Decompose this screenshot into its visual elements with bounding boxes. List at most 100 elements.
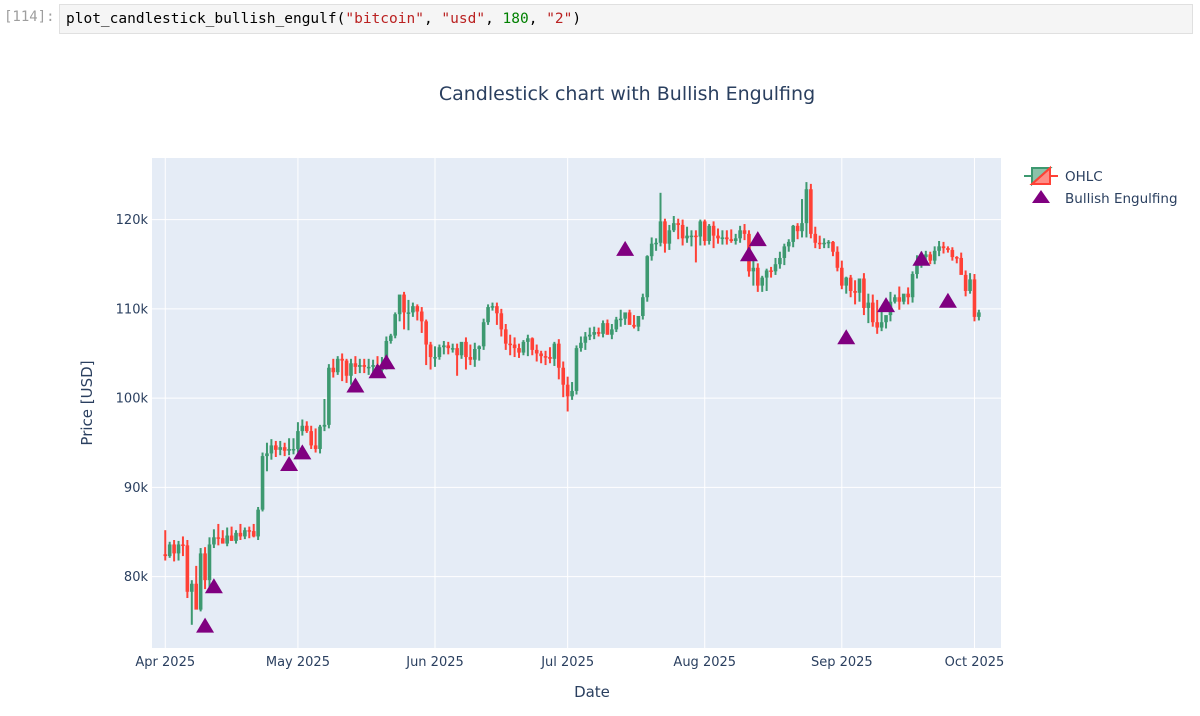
candle[interactable] <box>977 309 981 321</box>
candle[interactable] <box>910 271 915 303</box>
candle[interactable] <box>641 293 645 320</box>
candle[interactable] <box>256 506 260 541</box>
candle[interactable] <box>769 266 773 278</box>
candle[interactable] <box>698 219 703 246</box>
candle[interactable] <box>194 565 199 610</box>
candle[interactable] <box>388 333 393 344</box>
candle[interactable] <box>362 358 367 374</box>
candle[interactable] <box>596 327 601 337</box>
candle[interactable] <box>397 294 402 322</box>
candle[interactable] <box>265 442 269 472</box>
candlestick-chart[interactable]: Candlestick chart with Bullish Engulfing… <box>0 40 1200 716</box>
candle[interactable] <box>251 523 256 538</box>
candle[interactable] <box>786 239 791 252</box>
candle[interactable] <box>901 293 906 305</box>
candle[interactable] <box>773 257 778 275</box>
triangle-up-icon[interactable] <box>938 292 957 308</box>
candle[interactable] <box>260 452 265 512</box>
ohlc-series[interactable] <box>163 182 981 625</box>
candle[interactable] <box>782 243 787 266</box>
candle[interactable] <box>220 530 225 544</box>
triangle-up-icon[interactable] <box>912 250 931 266</box>
candle[interactable] <box>764 268 769 291</box>
candle[interactable] <box>517 343 521 358</box>
candle[interactable] <box>570 382 574 400</box>
candle[interactable] <box>163 530 168 561</box>
triangle-up-icon[interactable] <box>877 297 896 313</box>
candle[interactable] <box>503 324 508 350</box>
candle[interactable] <box>189 580 194 625</box>
candle[interactable] <box>795 223 800 240</box>
candle[interactable] <box>349 358 353 385</box>
candle[interactable] <box>415 304 420 321</box>
triangle-up-icon[interactable] <box>204 578 223 594</box>
candle[interactable] <box>234 530 238 544</box>
candle[interactable] <box>185 540 190 599</box>
candle[interactable] <box>857 278 862 302</box>
candle[interactable] <box>906 287 910 305</box>
candle[interactable] <box>654 238 658 251</box>
candle[interactable] <box>353 356 358 374</box>
candle[interactable] <box>658 192 663 247</box>
candle[interactable] <box>963 270 968 297</box>
candle[interactable] <box>897 286 902 310</box>
candle[interactable] <box>358 358 362 374</box>
candle[interactable] <box>862 273 866 316</box>
candle[interactable] <box>309 425 313 449</box>
candle[interactable] <box>561 361 566 398</box>
candle[interactable] <box>238 523 243 541</box>
candle[interactable] <box>526 334 530 357</box>
candle[interactable] <box>800 199 804 238</box>
triangle-up-icon[interactable] <box>748 231 767 247</box>
candle[interactable] <box>548 347 552 364</box>
candle[interactable] <box>663 218 667 253</box>
candle[interactable] <box>676 218 681 240</box>
candle[interactable] <box>685 226 689 243</box>
candle[interactable] <box>282 442 287 457</box>
bullish-engulfing-series[interactable] <box>196 231 957 633</box>
legend-item-bullish-engulfing[interactable]: Bullish Engulfing <box>1032 190 1178 207</box>
candle[interactable] <box>468 344 473 366</box>
candle[interactable] <box>450 343 455 353</box>
candle[interactable] <box>335 356 340 375</box>
candle[interactable] <box>216 523 221 546</box>
candle[interactable] <box>932 246 937 265</box>
candle[interactable] <box>530 337 535 356</box>
candle[interactable] <box>738 225 742 243</box>
candle[interactable] <box>729 229 734 243</box>
candle[interactable] <box>667 224 672 250</box>
candle[interactable] <box>618 309 623 327</box>
candle[interactable] <box>702 219 707 246</box>
candle[interactable] <box>583 332 588 350</box>
triangle-up-icon[interactable] <box>616 240 635 256</box>
triangle-up-icon[interactable] <box>280 456 299 472</box>
candle[interactable] <box>490 302 495 311</box>
candle[interactable] <box>711 221 716 249</box>
candle[interactable] <box>972 274 977 322</box>
candle[interactable] <box>574 345 579 395</box>
candle[interactable] <box>287 438 291 456</box>
candle[interactable] <box>539 350 543 364</box>
candle[interactable] <box>623 312 627 325</box>
candle[interactable] <box>778 251 782 269</box>
candle[interactable] <box>212 529 216 549</box>
candle[interactable] <box>870 294 875 327</box>
candle[interactable] <box>565 376 570 412</box>
candle[interactable] <box>331 358 336 378</box>
candle[interactable] <box>601 320 605 338</box>
candle[interactable] <box>300 419 305 436</box>
candle[interactable] <box>716 228 720 244</box>
candle[interactable] <box>411 302 415 317</box>
triangle-up-icon[interactable] <box>293 444 312 460</box>
candle[interactable] <box>817 235 822 250</box>
candle[interactable] <box>402 291 406 330</box>
candle[interactable] <box>831 241 835 257</box>
candle[interactable] <box>291 438 296 455</box>
candle[interactable] <box>198 548 203 612</box>
triangle-up-icon[interactable] <box>196 617 215 633</box>
candle[interactable] <box>946 246 950 253</box>
candle[interactable] <box>826 240 831 249</box>
candle[interactable] <box>508 334 512 356</box>
candle[interactable] <box>707 224 711 245</box>
candle[interactable] <box>822 238 826 249</box>
